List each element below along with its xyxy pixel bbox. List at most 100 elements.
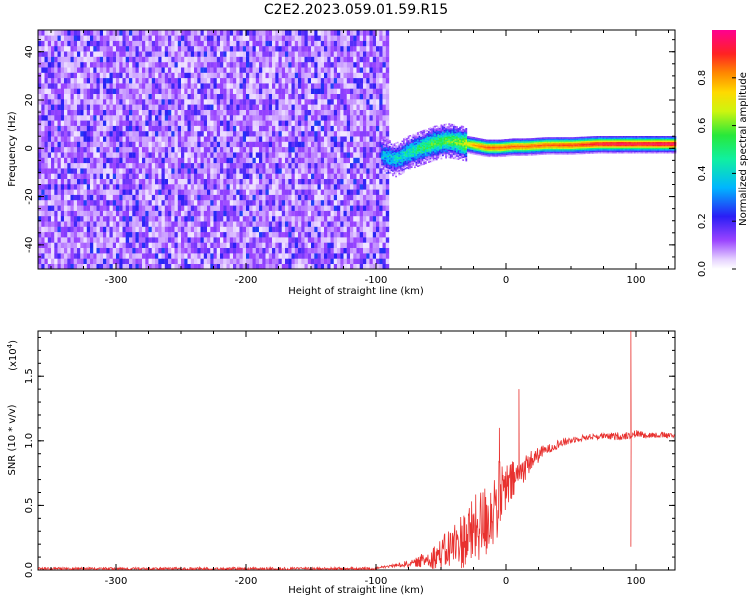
spectrogram-cell xyxy=(229,45,234,52)
spectrogram-cell xyxy=(103,184,107,190)
spectrogram-cell xyxy=(41,115,45,121)
spectrogram-cell xyxy=(376,194,380,201)
spectrogram-cell xyxy=(311,30,315,36)
spectrogram-cell xyxy=(220,83,224,89)
spectrogram-cell xyxy=(359,226,364,233)
spectrogram-cell xyxy=(278,247,282,254)
spectrogram-cell xyxy=(83,231,87,238)
spectrogram-cell xyxy=(382,158,385,160)
spectrogram-cell xyxy=(236,247,240,254)
spectrogram-cell xyxy=(366,83,370,89)
spectrogram-cell xyxy=(103,115,107,121)
spectrogram-cell xyxy=(311,83,315,89)
spectrogram-cell xyxy=(304,237,308,243)
spectrogram-cell xyxy=(190,125,195,132)
spectrogram-cell xyxy=(320,226,325,233)
spectrogram-cell xyxy=(184,45,188,52)
spectrogram-cell xyxy=(109,189,113,195)
spectrogram-cell xyxy=(366,72,370,79)
spectrogram-cell xyxy=(83,120,87,126)
spectrogram-cell xyxy=(294,231,299,238)
spectrogram-cell xyxy=(229,141,234,148)
spectrogram-cell xyxy=(96,231,100,238)
spectrogram-cell xyxy=(129,194,133,201)
spectrogram-cell xyxy=(381,155,383,157)
spectrogram-cell xyxy=(213,247,217,254)
spectrogram-cell xyxy=(54,263,58,270)
spectrogram-cell xyxy=(203,231,208,238)
spectrogram-cell xyxy=(47,93,52,100)
spectrogram-cell xyxy=(93,194,97,201)
spectrogram-cell xyxy=(353,61,357,68)
spectrogram-cell xyxy=(255,120,260,126)
spectrogram-cell xyxy=(155,215,159,222)
spectrogram-cell xyxy=(93,189,97,195)
spectrogram-cell xyxy=(122,242,126,248)
spectrogram-cell xyxy=(112,231,117,238)
spectrogram-cell xyxy=(379,162,383,169)
spectrogram-cell xyxy=(54,221,58,227)
spectrogram-cell xyxy=(90,178,94,185)
spectrogram-cell xyxy=(93,77,97,84)
spectrogram-cell xyxy=(275,115,279,121)
spectrogram-cell xyxy=(194,194,198,201)
spectrogram-cell xyxy=(96,221,100,227)
spectrogram-cell xyxy=(116,99,120,105)
spectrogram-cell xyxy=(38,35,42,41)
spectrogram-cell xyxy=(194,77,198,84)
spectrogram-cell xyxy=(158,263,162,270)
spectrogram-cell xyxy=(135,30,139,36)
spectrogram-cell xyxy=(70,146,74,153)
spectrogram-cell xyxy=(57,40,61,47)
spectrogram-cell xyxy=(125,253,130,259)
spectrogram-cell xyxy=(203,200,208,206)
spectrogram-cell xyxy=(41,162,45,169)
spectrogram-cell xyxy=(320,200,325,206)
spectrogram-cell xyxy=(210,173,214,179)
spectrogram-cell xyxy=(93,168,97,174)
spectrogram-cell xyxy=(122,83,126,89)
spectrogram-cell xyxy=(385,226,390,233)
spectrogram-cell xyxy=(350,67,354,73)
spectrogram-cell xyxy=(384,155,387,158)
spectrogram-cell xyxy=(177,184,182,190)
spectrogram-cell xyxy=(67,253,71,259)
spectrogram-cell xyxy=(330,67,334,73)
spectrogram-cell xyxy=(109,56,113,63)
spectrogram-cell xyxy=(197,77,201,84)
spectrogram-cell xyxy=(90,231,94,238)
spectrogram-cell xyxy=(337,221,341,227)
spectrogram-cell xyxy=(86,152,91,158)
spectrogram-cell xyxy=(337,115,341,121)
spectrogram-cell xyxy=(216,200,221,206)
spectrogram-cell xyxy=(44,210,48,217)
spectrogram-cell xyxy=(93,146,97,153)
spectrogram-cell xyxy=(174,152,178,158)
spectrogram-cell xyxy=(135,45,139,52)
spectrogram-cell xyxy=(327,61,331,68)
spectrogram-cell xyxy=(317,125,321,132)
spectrogram-cell xyxy=(262,242,266,248)
spectrogram-cell xyxy=(359,61,364,68)
spectrogram-cell xyxy=(190,99,195,105)
spectrogram-cell xyxy=(278,115,282,121)
spectrogram-cell xyxy=(288,99,292,105)
spectrogram-cell xyxy=(376,120,380,126)
spectrogram-cell xyxy=(80,200,84,206)
spectrogram-cell xyxy=(246,215,250,222)
spectrogram-cell xyxy=(356,189,360,195)
spectrogram-cell xyxy=(291,40,295,47)
spectrogram-cell xyxy=(275,194,279,201)
spectrogram-cell xyxy=(171,104,175,110)
spectrogram-cell xyxy=(135,226,139,233)
spectrogram-cell xyxy=(223,30,227,36)
spectrogram-cell xyxy=(190,67,195,73)
spectrogram-cell xyxy=(291,189,295,195)
spectrogram-cell xyxy=(96,77,100,84)
spectrogram-cell xyxy=(135,72,139,79)
spectrogram-cell xyxy=(288,226,292,233)
spectrogram-cell xyxy=(249,152,253,158)
spectrogram-cell xyxy=(262,184,266,190)
spectrogram-cell xyxy=(83,173,87,179)
spectrogram-cell xyxy=(132,247,136,254)
